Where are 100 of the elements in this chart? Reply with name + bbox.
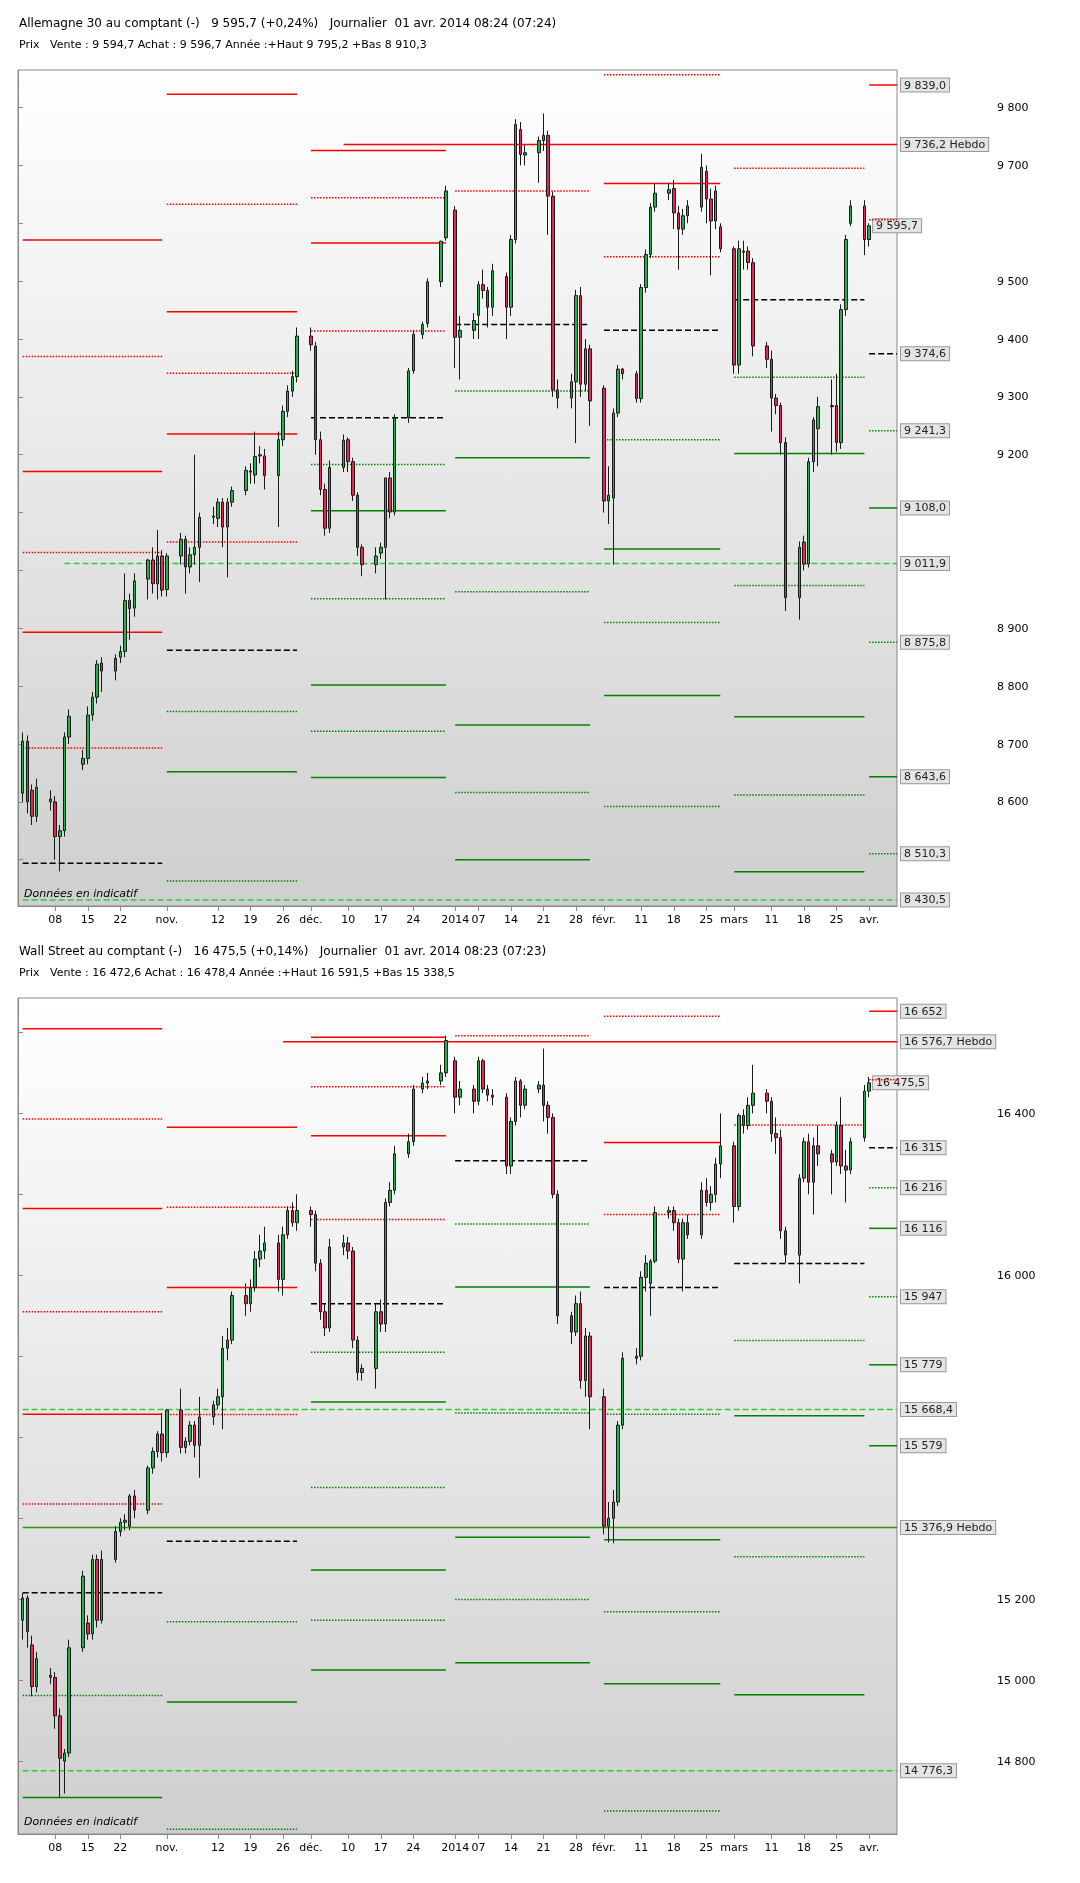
chart-subtitle: Prix Vente : 9 594,7 Achat : 9 596,7 Année :+Haut 9 795,2 +Bas 8 910,3 bbox=[19, 38, 427, 51]
chart-title: Allemagne 30 au comptant (-) 9 595,7 (+0,24%) Journalier 01 avr. 2014 08:24 (07:24) bbox=[19, 16, 557, 30]
y-tick-label: 8 800 bbox=[997, 679, 1029, 693]
candlestick bbox=[426, 277, 429, 328]
x-tick-label: 25 bbox=[829, 1841, 844, 1854]
x-tick-label: 08 bbox=[48, 913, 63, 926]
x-tick-label: 17 bbox=[373, 913, 388, 926]
y-tick-label: 8 700 bbox=[997, 737, 1029, 751]
x-tick-label: 15 bbox=[80, 1841, 95, 1854]
annotation: 9 736,2 Hebdo bbox=[904, 138, 986, 152]
annotation: 16 652 bbox=[904, 1004, 943, 1018]
candlestick bbox=[491, 1088, 494, 1106]
x-tick-label: 18 bbox=[666, 1841, 681, 1854]
x-tick-label: 12 bbox=[210, 1841, 225, 1854]
x-tick-label: 24 bbox=[406, 913, 421, 926]
candlestick bbox=[719, 222, 722, 253]
annotation: 15 668,4 bbox=[904, 1403, 953, 1417]
x-tick-label: 14 bbox=[503, 913, 518, 926]
x-tick-label: févr. bbox=[591, 1841, 617, 1854]
candlestick bbox=[588, 1331, 592, 1430]
x-tick-label: 07 bbox=[471, 1841, 486, 1854]
candlestick bbox=[244, 465, 248, 496]
x-tick-label: 11 bbox=[764, 913, 779, 926]
annotation: 9 374,6 bbox=[904, 347, 946, 361]
x-tick-label: avr. bbox=[858, 913, 880, 926]
annotation: 16 216 bbox=[904, 1181, 943, 1195]
annotation: 9 241,3 bbox=[904, 424, 946, 438]
x-tick-label: mars bbox=[720, 913, 749, 926]
y-tick-label: 8 900 bbox=[997, 621, 1029, 635]
x-tick-label: 25 bbox=[829, 913, 844, 926]
annotation: 15 579 bbox=[904, 1439, 943, 1453]
candlestick bbox=[700, 1181, 703, 1240]
annotation: 16 576,7 Hebdo bbox=[904, 1035, 993, 1049]
annotation: 14 776,3 bbox=[904, 1764, 953, 1778]
candlestick bbox=[472, 312, 476, 340]
x-tick-label: avr. bbox=[858, 1841, 880, 1854]
candlestick bbox=[295, 1193, 299, 1232]
annotation: 15 947 bbox=[904, 1290, 943, 1304]
annotation: Données en indicatif bbox=[24, 1815, 140, 1828]
x-tick-label: déc. bbox=[299, 1841, 323, 1854]
annotation: 16 315 bbox=[904, 1141, 943, 1155]
candlestick bbox=[491, 263, 494, 317]
candlestick bbox=[439, 240, 443, 288]
annotation: 15 779 bbox=[904, 1358, 943, 1372]
x-tick-label: nov. bbox=[155, 913, 179, 926]
annotation: 15 376,9 Hebdo bbox=[904, 1521, 993, 1535]
y-tick-label: 9 500 bbox=[997, 274, 1029, 288]
candlestick bbox=[114, 653, 117, 681]
candlestick bbox=[30, 1635, 34, 1697]
x-tick-label: déc. bbox=[299, 913, 323, 926]
annotation: 16 116 bbox=[904, 1221, 943, 1235]
annotation: 8 510,3 bbox=[904, 847, 946, 861]
annotation: 9 839,0 bbox=[904, 78, 946, 92]
y-tick-label: 9 200 bbox=[997, 448, 1029, 462]
y-tick-label: 15 200 bbox=[997, 1592, 1036, 1606]
y-tick-label: 15 000 bbox=[997, 1673, 1036, 1687]
annotation: 9 108,0 bbox=[904, 501, 946, 515]
chart-title: Wall Street au comptant (-) 16 475,5 (+0,14%) Journalier 01 avr. 2014 08:23 (07:23) bbox=[19, 944, 547, 958]
candlestick bbox=[784, 1226, 787, 1264]
candlestick bbox=[309, 326, 313, 352]
candlestick bbox=[444, 185, 448, 242]
x-tick-label: 21 bbox=[536, 913, 551, 926]
x-tick-label: 07 bbox=[471, 913, 486, 926]
x-tick-label: 26 bbox=[276, 913, 291, 926]
annotation: Données en indicatif bbox=[24, 887, 140, 900]
candlestick bbox=[114, 1525, 117, 1564]
annotation: 9 595,7 bbox=[876, 219, 919, 233]
x-tick-label: 10 bbox=[341, 1841, 356, 1854]
x-tick-label: 08 bbox=[48, 1841, 63, 1854]
x-tick-label: mars bbox=[720, 1841, 749, 1854]
y-tick-label: 9 700 bbox=[997, 158, 1029, 172]
annotation: 8 875,8 bbox=[904, 635, 946, 649]
x-tick-label: 11 bbox=[634, 913, 649, 926]
chart-subtitle: Prix Vente : 16 472,6 Achat : 16 478,4 Année :+Haut 16 591,5 +Bas 15 338,5 bbox=[19, 966, 455, 979]
x-tick-label: 15 bbox=[80, 913, 95, 926]
x-tick-label: 11 bbox=[764, 1841, 779, 1854]
x-tick-label: 11 bbox=[634, 1841, 649, 1854]
x-tick-label: 21 bbox=[536, 1841, 551, 1854]
candlestick bbox=[374, 546, 378, 574]
y-tick-label: 16 400 bbox=[997, 1106, 1036, 1120]
candlestick bbox=[133, 1489, 136, 1519]
annotation: 9 011,9 bbox=[904, 557, 946, 571]
x-tick-label: 26 bbox=[276, 1841, 291, 1854]
x-tick-label: 12 bbox=[210, 913, 225, 926]
candlestick bbox=[407, 367, 410, 424]
x-tick-label: 17 bbox=[373, 1841, 388, 1854]
annotation: 8 643,6 bbox=[904, 770, 946, 784]
candlestick bbox=[133, 572, 136, 618]
x-tick-label: 2014 bbox=[441, 1841, 470, 1854]
candlestick bbox=[198, 1396, 201, 1479]
candlestick bbox=[179, 1388, 183, 1454]
x-tick-label: nov. bbox=[155, 1841, 179, 1854]
candlestick bbox=[681, 1218, 685, 1293]
y-tick-label: 9 400 bbox=[997, 332, 1029, 346]
candlestick bbox=[407, 1133, 410, 1159]
candlestick bbox=[314, 341, 317, 456]
x-tick-label: 25 bbox=[699, 1841, 714, 1854]
candlestick bbox=[784, 436, 787, 612]
x-tick-label: 10 bbox=[341, 913, 356, 926]
candlestick bbox=[412, 1084, 415, 1147]
